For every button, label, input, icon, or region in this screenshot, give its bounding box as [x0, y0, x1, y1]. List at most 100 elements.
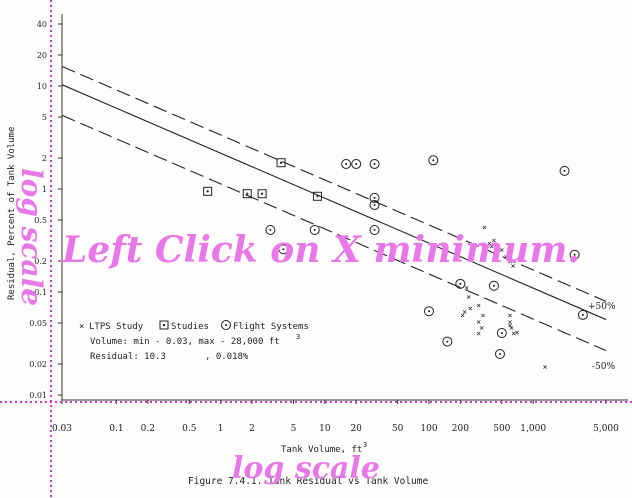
y-tick-label: 20	[37, 51, 47, 60]
flight-point-center	[563, 169, 566, 172]
legend-ltps-label: LTPS Study	[89, 322, 144, 332]
x-tick-label: 50	[392, 424, 404, 434]
ltps-point: ×	[515, 328, 520, 337]
flight-point	[494, 349, 505, 360]
ltps-point: ×	[479, 324, 484, 333]
fit-lines	[61, 65, 607, 352]
studies-point-center	[280, 161, 283, 164]
flight-point	[569, 249, 580, 260]
studies-point	[203, 186, 213, 196]
ltps-point: ×	[460, 311, 465, 320]
flight-point-center	[373, 228, 376, 231]
ltps-point: ×	[464, 284, 469, 293]
flight-point	[351, 158, 362, 169]
ltps-point: ×	[481, 311, 486, 320]
ltps-point: ×	[511, 262, 516, 271]
x-axis-log-note: log scale	[232, 451, 380, 486]
flight-point	[559, 165, 570, 176]
studies-point	[276, 158, 286, 168]
studies-point-center	[206, 190, 209, 193]
annotation-block: Volume: min - 0.03, max - 28,000 ft 3 Re…	[90, 333, 300, 362]
flight-point	[309, 224, 320, 235]
ltps-point: ×	[543, 362, 548, 371]
flight-point	[369, 224, 380, 235]
legend-square-marker	[159, 320, 169, 330]
studies-point-center	[316, 195, 319, 198]
x-tick-label: 5,000	[593, 424, 619, 434]
plus-50-label: +50%	[588, 302, 616, 312]
studies-point	[312, 191, 322, 201]
studies-point-center	[261, 192, 264, 195]
flight-point-center	[373, 196, 376, 199]
y-tick-label: 10	[37, 82, 47, 91]
x-tick-label: 0.03	[52, 424, 72, 434]
y-tick-label: 2	[42, 154, 47, 163]
ltps-point: ×	[468, 304, 473, 313]
studies-point	[257, 189, 267, 199]
legend-square-dot	[163, 324, 165, 326]
flight-point-center	[432, 159, 435, 162]
ltps-point: ×	[487, 239, 492, 248]
plot-area: 0.03 0.1 0.2 0.5 1 2 5 10 20 50 100 200 500 1,000 5,00…	[29, 14, 628, 434]
flight-point-center	[573, 253, 576, 256]
annotation-residual-min: , 0.018%	[205, 352, 249, 362]
ltps-point: ×	[476, 329, 481, 338]
ltps-point: ×	[508, 311, 513, 320]
x-tick-label: 200	[452, 424, 469, 434]
annotation-volume-sup: 3	[296, 333, 300, 341]
flight-point-center	[313, 228, 316, 231]
flight-point-center	[459, 282, 462, 285]
x-tick-label: 0.1	[109, 424, 123, 434]
x-tick-label: 20	[350, 424, 362, 434]
ltps-point: ×	[499, 245, 504, 254]
y-tick-label: 0.5	[34, 216, 47, 225]
ltps-point: ×	[462, 307, 467, 316]
flight-point-center	[446, 340, 449, 343]
studies-point	[242, 189, 252, 199]
flight-point-center	[500, 331, 503, 334]
flight-point	[278, 244, 289, 255]
y-tick-label: 0.01	[29, 391, 47, 400]
x-tick-label: 1	[218, 424, 224, 434]
flight-point	[424, 306, 435, 317]
flight-point	[369, 192, 380, 203]
annotation-volume: Volume: min - 0.03, max - 28,000 ft	[90, 337, 280, 347]
legend-circle-marker	[221, 320, 231, 330]
x-tick-label: 500	[493, 424, 510, 434]
flight-point-center	[373, 162, 376, 165]
y-tick-label: 0.05	[29, 319, 47, 328]
x-tick-label: 100	[420, 424, 437, 434]
x-tick-label: 2	[249, 424, 255, 434]
flight-point-center	[345, 162, 348, 165]
x-axis-label: Tank Volume, ft	[281, 445, 362, 455]
data-points: ×××× ×× ××××××× ×××××××××××××	[203, 155, 588, 371]
fit-line-dashed	[61, 65, 607, 302]
ltps-point: ×	[508, 321, 513, 330]
x-tick-label: 1,000	[520, 424, 546, 434]
instruction-text: Left Click on X minimum.	[61, 229, 580, 271]
flight-point	[455, 278, 466, 289]
studies-point-center	[246, 192, 249, 195]
fit-line-dashed	[61, 114, 607, 352]
y-tick-label: 40	[37, 20, 47, 29]
ltps-point: ×	[511, 329, 516, 338]
y-tick-label: 0.2	[34, 257, 47, 266]
flight-point-center	[428, 310, 431, 313]
ltps-point: ×	[476, 301, 481, 310]
ltps-point: ×	[489, 242, 494, 251]
flight-point	[496, 327, 507, 338]
flight-point	[341, 158, 352, 169]
x-tick-label: 0.2	[141, 424, 155, 434]
figure-caption: Figure 7.4.1. Tank Residual vs Tank Volu…	[188, 476, 428, 487]
ltps-point: ×	[508, 257, 513, 266]
flight-point	[488, 280, 499, 291]
y-tick-group: 0.01 0.02 0.05 0.1 0.2 0.5 1 2 5 10 20 40	[29, 20, 62, 400]
y-tick-label: 1	[42, 185, 47, 194]
flight-point	[442, 336, 453, 347]
ltps-point: ×	[466, 293, 471, 302]
y-tick-label: 0.1	[34, 288, 47, 297]
legend-circle-dot	[225, 324, 227, 326]
ltps-point: ×	[508, 317, 513, 326]
y-axis-label: Residual, Percent of Tank Volume	[7, 127, 17, 300]
